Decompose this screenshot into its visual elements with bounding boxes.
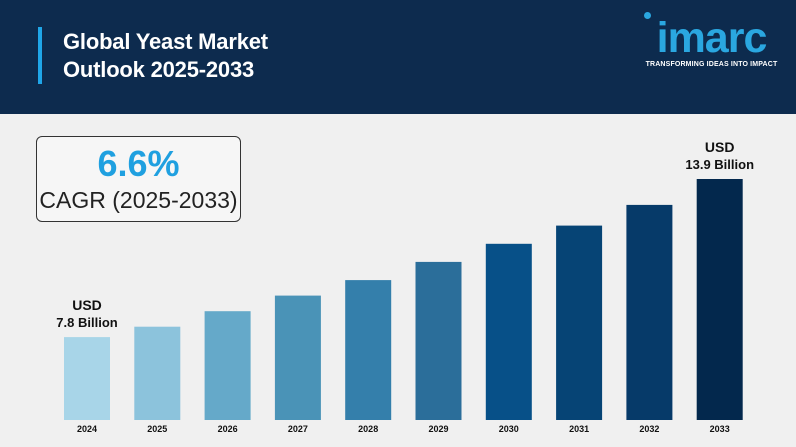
imarc-logo-icon	[644, 12, 651, 19]
title-accent-bar	[38, 27, 42, 84]
x-tick-label-2029: 2029	[428, 424, 448, 434]
bar-2026	[204, 311, 251, 420]
brand-logo: imarc	[656, 14, 768, 62]
x-tick-label-2027: 2027	[288, 424, 308, 434]
x-tick-label-2028: 2028	[358, 424, 378, 434]
bar-2024	[64, 337, 110, 420]
cagr-box: 6.6% CAGR (2025-2033)	[36, 136, 241, 222]
x-tick-label-2024: 2024	[77, 424, 97, 434]
bar-2029	[415, 261, 462, 420]
brand-tagline: TRANSFORMING IDEAS INTO IMPACT	[645, 61, 778, 68]
x-tick-label-2033: 2033	[710, 424, 730, 434]
bar-2032	[626, 204, 673, 420]
bar-2027	[274, 295, 321, 420]
page-title: Global Yeast Market Outlook 2025-2033	[63, 29, 268, 82]
x-tick-label-2030: 2030	[499, 424, 519, 434]
header-banner: Global Yeast Market Outlook 2025-2033 im…	[0, 0, 796, 114]
bar-2030	[485, 243, 532, 420]
bar-2028	[345, 280, 392, 420]
cagr-value: 6.6%	[97, 143, 180, 184]
x-tick-label-2025: 2025	[147, 424, 167, 434]
data-label-value-2024: 7.8 Billion	[56, 315, 117, 330]
data-label-currency-2033: USD	[705, 139, 735, 155]
cagr-label: CAGR (2025-2033)	[39, 187, 238, 213]
x-tick-label-2032: 2032	[639, 424, 659, 434]
x-tick-label-2031: 2031	[569, 424, 589, 434]
data-label-value-2033: 13.9 Billion	[685, 157, 754, 172]
data-label-currency-2024: USD	[72, 297, 102, 313]
bar-2033	[696, 179, 743, 420]
bar-2025	[134, 326, 181, 420]
bar-2031	[556, 225, 603, 420]
x-tick-label-2026: 2026	[218, 424, 238, 434]
